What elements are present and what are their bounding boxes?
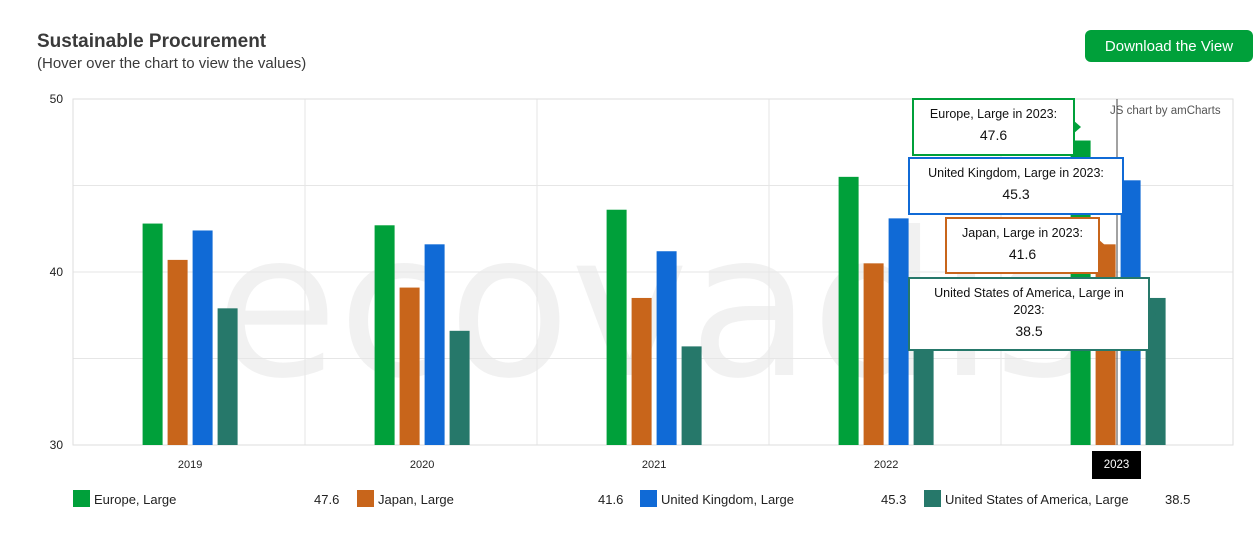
bar-europe-2020 xyxy=(374,225,395,445)
chart-legend: Europe, Large 47.6 Japan, Large 41.6 Uni… xyxy=(0,490,1253,510)
x-axis-selected-label: 2023 xyxy=(1092,451,1141,479)
bar-europe-2019 xyxy=(142,223,163,445)
tooltip-europe-value: 47.6 xyxy=(979,126,1008,143)
legend-value-uk: 45.3 xyxy=(881,492,907,507)
tooltip-uk-label: United Kingdom, Large in 2023: xyxy=(928,166,1104,180)
tooltip-japan-label: Japan, Large in 2023: xyxy=(962,226,1083,240)
bar-japan-2021 xyxy=(631,297,652,445)
legend-label-usa: United States of America, Large xyxy=(945,492,1129,507)
tooltip-uk: United Kingdom, Large in 2023: 45.3 xyxy=(908,157,1130,215)
tooltip-usa: United States of America, Large in 2023:… xyxy=(908,277,1156,351)
legend-value-usa: 38.5 xyxy=(1165,492,1191,507)
bar-japan-2022 xyxy=(863,263,884,445)
tooltip-usa-label: United States of America, Large in 2023: xyxy=(934,286,1124,317)
bar-usa-2019 xyxy=(217,308,238,445)
x-tick-label: 2019 xyxy=(178,459,202,471)
bar-japan-2019 xyxy=(167,259,188,445)
amcharts-credit-link[interactable]: JS chart by amCharts xyxy=(1110,105,1221,117)
x-tick-label: 2022 xyxy=(874,459,898,471)
x-tick-label: 2020 xyxy=(410,459,434,471)
bar-uk-2021 xyxy=(656,251,677,445)
legend-value-europe: 47.6 xyxy=(314,492,340,507)
y-tick-label: 30 xyxy=(50,438,64,452)
legend-swatch-usa xyxy=(924,490,941,507)
legend-swatch-europe xyxy=(73,490,90,507)
bar-usa-2021 xyxy=(681,346,702,445)
chart-title: Sustainable Procurement xyxy=(37,31,267,52)
bar-usa-2023 xyxy=(1145,297,1166,445)
legend-swatch-japan xyxy=(357,490,374,507)
tooltip-uk-value: 45.3 xyxy=(1002,185,1030,202)
y-tick-label: 40 xyxy=(50,265,64,279)
bar-usa-2020 xyxy=(449,330,470,445)
legend-label-europe: Europe, Large xyxy=(94,492,177,507)
download-view-button[interactable]: Download the View xyxy=(1085,30,1253,62)
legend-swatch-uk xyxy=(640,490,657,507)
bar-uk-2022 xyxy=(888,218,909,445)
legend-value-japan: 41.6 xyxy=(598,492,624,507)
plot-area xyxy=(72,98,1234,446)
tooltip-japan-value: 41.6 xyxy=(1008,245,1037,262)
x-tick-label: 2021 xyxy=(642,459,666,471)
bar-uk-2020 xyxy=(424,244,445,445)
tooltip-usa-value: 38.5 xyxy=(1015,322,1043,339)
bar-europe-2021 xyxy=(606,209,627,445)
chart-subtitle: (Hover over the chart to view the values… xyxy=(37,55,307,72)
bar-uk-2019 xyxy=(192,230,213,445)
tooltip-europe-label: Europe, Large in 2023: xyxy=(929,107,1058,121)
bar-japan-2020 xyxy=(399,287,420,445)
legend-label-japan: Japan, Large xyxy=(378,492,454,507)
tooltip-europe: Europe, Large in 2023: 47.6 xyxy=(912,98,1081,156)
legend-label-uk: United Kingdom, Large xyxy=(661,492,794,507)
bar-europe-2022 xyxy=(838,176,859,445)
y-tick-label: 50 xyxy=(50,92,64,106)
tooltip-japan: Japan, Large in 2023: 41.6 xyxy=(945,217,1106,274)
